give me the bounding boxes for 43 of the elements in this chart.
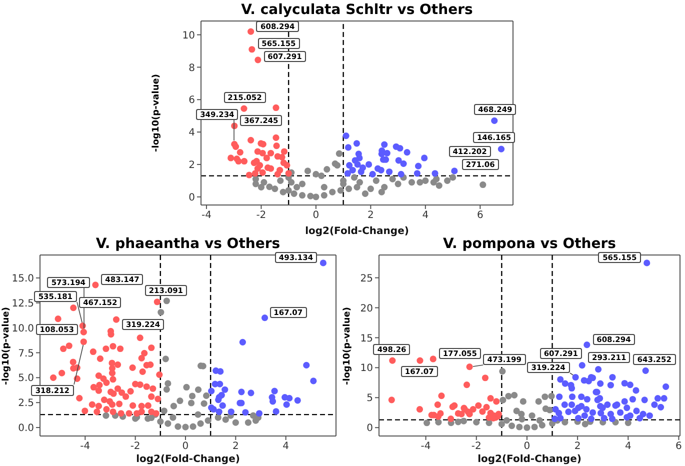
x-tick-label: 0 — [312, 210, 320, 222]
y-axis-title: -log10(p-value) — [152, 74, 162, 152]
y-tick-label: 15 — [360, 333, 373, 344]
x-tick-label: 4 — [422, 210, 429, 222]
y-tick-label: 0.0 — [18, 423, 34, 434]
x-tick-label: -4 — [201, 210, 212, 222]
y-tick-label: 5.0 — [18, 373, 34, 384]
chart-title: V. calyculata Schltr vs Others — [240, 2, 474, 18]
x-axis-title: log2(Fold-Change) — [305, 226, 409, 237]
y-axis-title: -log10(p-value) — [342, 306, 354, 384]
y-tick-label: 0 — [366, 423, 373, 434]
x-tick-label: -2 — [471, 441, 482, 452]
y-tick-label: 25 — [360, 273, 373, 284]
x-tick-label: 4 — [624, 441, 632, 452]
x-tick-label: 2 — [574, 441, 581, 452]
chart-title: V. pompona vs Others — [442, 236, 617, 252]
y-tick-label: 12.5 — [12, 298, 34, 310]
y-tick-label: 10 — [182, 30, 195, 42]
y-tick-label: 2.5 — [18, 398, 34, 410]
y-tick-label: 6 — [188, 95, 195, 106]
x-tick-label: 0 — [524, 441, 530, 452]
y-tick-label: 20 — [360, 303, 373, 314]
x-tick-label: -4 — [420, 441, 431, 452]
y-tick-label: 5 — [366, 393, 373, 404]
y-tick-label: 10.0 — [12, 323, 34, 334]
x-tick-label: -2 — [130, 441, 140, 452]
x-tick-label: 4 — [282, 441, 290, 452]
y-tick-label: 7.5 — [18, 348, 34, 360]
x-axis-title: log2(Fold-Change) — [478, 454, 582, 465]
x-tick-label: 6 — [476, 210, 484, 222]
y-tick-label: 0 — [188, 192, 195, 204]
x-tick-label: -2 — [256, 210, 266, 222]
y-tick-label: 4 — [188, 128, 195, 139]
y-tick-label: 10 — [360, 363, 373, 374]
x-tick-label: 6 — [676, 441, 682, 452]
y-tick-label: 2 — [188, 160, 195, 172]
x-tick-label: 2 — [232, 441, 239, 452]
x-tick-label: -4 — [80, 441, 90, 452]
y-tick-label: 15.0 — [12, 273, 34, 284]
chart-title: V. phaeantha vs Others — [94, 236, 282, 252]
x-axis-title: log2(Fold-Change) — [136, 454, 240, 465]
y-tick-label: 8 — [188, 62, 195, 74]
y-axis-title: -log10(p-value) — [2, 306, 12, 384]
